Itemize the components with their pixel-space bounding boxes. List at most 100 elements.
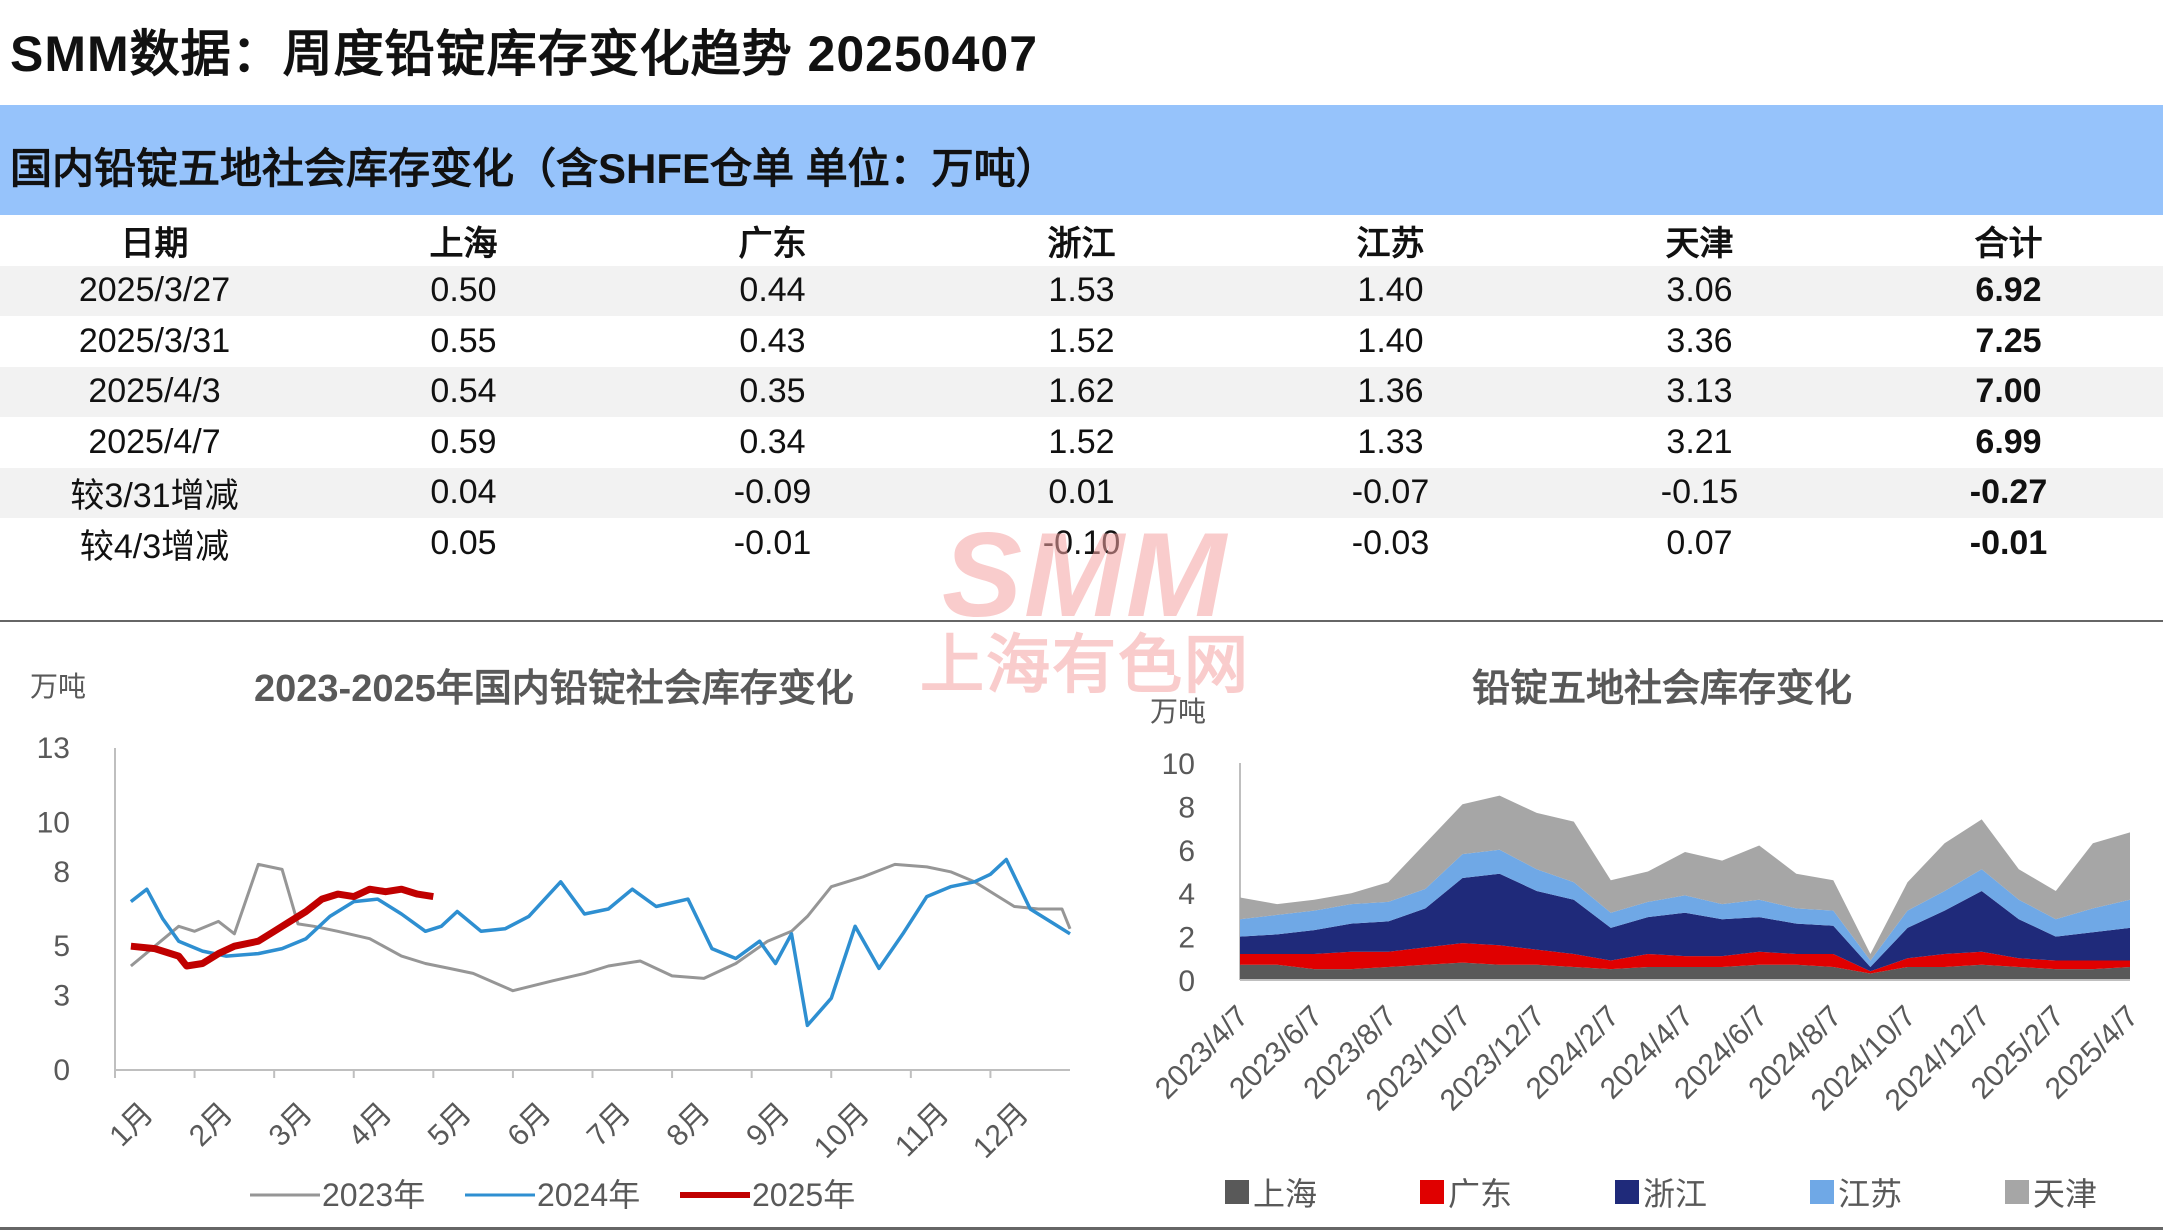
header-tianjin: 天津 <box>1665 224 1734 263</box>
series-line-1 <box>129 862 1072 993</box>
legend-swatch <box>1420 1180 1444 1204</box>
area-series-3 <box>1240 873 2130 972</box>
y-tick-label: 3 <box>53 980 70 1013</box>
cell-value: 1.52 <box>1048 321 1115 360</box>
table-banner-text: 国内铅锭五地社会库存变化（含SHFE仓单 单位：万吨） <box>10 145 1058 192</box>
x-tick-label: 6月 <box>501 1097 557 1153</box>
line-chart: 0 3 5 8 10 13 1月 2月 3月 4月 5月 6月 7月 8月 9月 10月 11月 12月 2023年… <box>37 732 1072 1213</box>
cell-value: 0.01 <box>927 467 1236 518</box>
cell-total: -0.27 <box>1854 467 2163 518</box>
series-line-3 <box>130 885 434 970</box>
table-row: 较4/3增减 0.05 -0.01 -0.10 -0.03 0.07 -0.01 <box>0 518 2163 569</box>
cell-date: 2025/4/7 <box>88 422 221 461</box>
x-tick-label: 9月 <box>740 1097 796 1153</box>
legend-label: 江苏 <box>1838 1176 1902 1212</box>
inventory-table: 日期 上海 广东 浙江 江苏 天津 合计 2025/3/27 0.50 0.44… <box>0 215 2163 569</box>
cell-date: 2025/3/27 <box>0 265 309 316</box>
y-tick-label: 6 <box>1178 835 1195 868</box>
cell-total: 6.92 <box>1854 265 2163 316</box>
x-tick-label: 11月 <box>889 1097 956 1164</box>
table-header-row: 日期 上海 广东 浙江 江苏 天津 合计 <box>0 215 2163 266</box>
area-chart-unit: 万吨 <box>1150 696 1207 727</box>
cell-value: 1.36 <box>1236 366 1545 417</box>
y-tick-label: 8 <box>53 856 70 889</box>
area-series-1 <box>1240 962 2130 980</box>
legend-label: 上海 <box>1253 1176 1317 1212</box>
cell-value: 3.06 <box>1545 265 1854 316</box>
legend-swatch <box>1810 1180 1834 1204</box>
y-tick-label: 10 <box>1162 748 1195 781</box>
cell-value: 0.50 <box>309 265 618 316</box>
area-chart-title: 铅锭五地社会库存变化 <box>1472 668 1853 710</box>
legend-swatch <box>1615 1180 1639 1204</box>
y-tick-label: 8 <box>1178 791 1195 824</box>
x-tick-label: 1月 <box>103 1097 159 1153</box>
cell-value: 3.36 <box>1666 321 1733 360</box>
table-row: 较3/31增减 0.04 -0.09 0.01 -0.07 -0.15 -0.2… <box>0 467 2163 518</box>
cell-value: 1.62 <box>927 366 1236 417</box>
cell-value: 0.05 <box>430 523 497 562</box>
cell-value: 0.04 <box>309 467 618 518</box>
cell-value: -0.01 <box>733 523 812 562</box>
area-chart: 02468102023/4/72023/6/72023/8/72023/10/7… <box>1149 748 2145 1212</box>
cell-value: 1.40 <box>1357 321 1424 360</box>
cell-value: 0.44 <box>618 265 927 316</box>
cell-value: 3.13 <box>1545 366 1854 417</box>
line-chart-unit: 万吨 <box>30 671 87 702</box>
cell-value: 0.07 <box>1666 523 1733 562</box>
section-divider <box>0 620 2163 622</box>
legend-label: 2023年 <box>322 1177 425 1213</box>
x-tick-label: 8月 <box>660 1097 716 1153</box>
cell-value: 1.40 <box>1236 265 1545 316</box>
header-shanghai: 上海 <box>429 224 498 263</box>
cell-total: -0.01 <box>1969 523 2048 562</box>
x-tick-label: 4月 <box>342 1097 398 1153</box>
cell-value: -0.10 <box>1042 523 1121 562</box>
cell-total: 6.99 <box>1975 422 2042 461</box>
x-tick-label: 7月 <box>581 1097 637 1153</box>
table-row: 2025/4/7 0.59 0.34 1.52 1.33 3.21 6.99 <box>0 417 2163 468</box>
table-row: 2025/4/3 0.54 0.35 1.62 1.36 3.13 7.00 <box>0 366 2163 417</box>
header-total: 合计 <box>1974 224 2043 263</box>
cell-total: 7.00 <box>1854 366 2163 417</box>
legend-swatch <box>2005 1180 2029 1204</box>
y-tick-label: 13 <box>37 732 70 765</box>
cell-date: 2025/4/3 <box>0 366 309 417</box>
cell-date: 2025/3/31 <box>78 321 231 360</box>
table-row: 2025/3/31 0.55 0.43 1.52 1.40 3.36 7.25 <box>0 316 2163 367</box>
table-banner: 国内铅锭五地社会库存变化（含SHFE仓单 单位：万吨） <box>0 105 2163 215</box>
header-zhejiang: 浙江 <box>1047 224 1116 263</box>
cell-date: 较4/3增减 <box>79 527 230 566</box>
cell-value: 0.34 <box>739 422 806 461</box>
header-date: 日期 <box>120 224 189 263</box>
cell-date: 较3/31增减 <box>0 467 309 518</box>
area-series-4 <box>1240 849 2130 967</box>
cell-value: 0.55 <box>430 321 497 360</box>
cell-value: 0.43 <box>739 321 806 360</box>
x-tick-label: 12月 <box>967 1097 1035 1165</box>
cell-value: 1.33 <box>1357 422 1424 461</box>
page-title: SMM数据：周度铅锭库存变化趋势 20250407 <box>10 26 1039 82</box>
cell-value: 1.52 <box>1048 422 1115 461</box>
y-tick-label: 10 <box>37 806 70 839</box>
y-tick-label: 5 <box>53 930 70 963</box>
cell-value: -0.09 <box>618 467 927 518</box>
header-jiangsu: 江苏 <box>1356 224 1425 263</box>
legend-swatch <box>1225 1180 1249 1204</box>
legend-label: 天津 <box>2033 1176 2097 1212</box>
cell-value: 1.53 <box>927 265 1236 316</box>
x-tick-label: 5月 <box>422 1097 478 1153</box>
header-guangdong: 广东 <box>738 224 807 263</box>
area-series-2 <box>1240 943 2130 974</box>
cell-value: -0.03 <box>1351 523 1430 562</box>
legend-label: 广东 <box>1448 1176 1512 1212</box>
y-tick-label: 0 <box>1178 965 1195 998</box>
cell-total: 7.25 <box>1975 321 2042 360</box>
y-tick-label: 4 <box>1178 878 1195 911</box>
cell-value: 0.35 <box>618 366 927 417</box>
legend-label: 2025年 <box>752 1177 855 1213</box>
y-tick-label: 0 <box>53 1054 70 1087</box>
cell-value: 0.54 <box>309 366 618 417</box>
cell-value: -0.07 <box>1236 467 1545 518</box>
cell-value: 0.59 <box>430 422 497 461</box>
